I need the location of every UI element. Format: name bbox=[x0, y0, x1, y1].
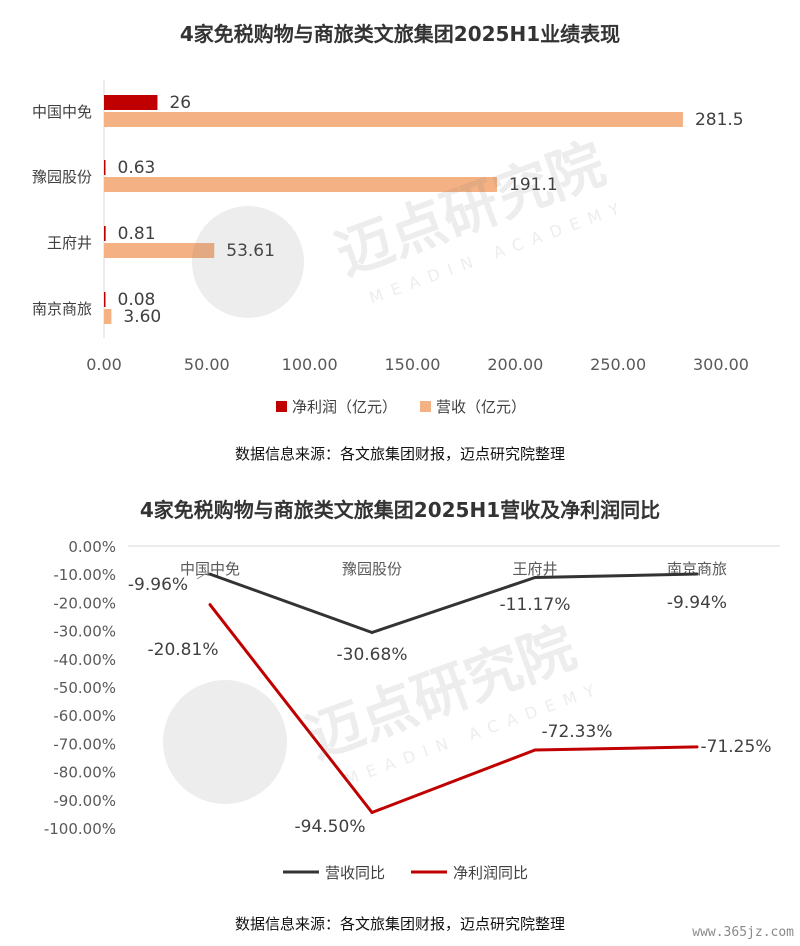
chart1-x-tick-label: 100.00 bbox=[282, 355, 338, 374]
chart2-point-profit-yoy bbox=[695, 745, 699, 749]
chart1-title: 4家免税购物与商旅类文旅集团2025H1业绩表现 bbox=[179, 22, 621, 46]
chart1-bar-profit bbox=[104, 292, 106, 307]
chart2-data-label-profit-yoy: -72.33% bbox=[542, 722, 613, 742]
chart2-point-revenue-yoy bbox=[208, 572, 212, 576]
chart2-line-revenue-yoy bbox=[209, 572, 698, 634]
chart1-x-tick-label: 300.00 bbox=[693, 355, 749, 374]
chart1-x-tick-label: 0.00 bbox=[86, 355, 122, 374]
chart2-y-tick-label: -60.00% bbox=[53, 707, 116, 725]
chart2-y-tick-label: -100.00% bbox=[44, 820, 116, 838]
chart2-y-tick-label: -30.00% bbox=[53, 623, 116, 641]
chart2-source: 数据信息来源：各文旅集团财报，迈点研究院整理 bbox=[234, 915, 565, 933]
chart2-data-label-revenue-yoy: -9.94% bbox=[667, 593, 727, 613]
chart1-data-label-profit: 0.81 bbox=[118, 224, 156, 244]
chart2-y-tick-label: -40.00% bbox=[53, 651, 116, 669]
chart2-category-label: 王府井 bbox=[512, 560, 557, 578]
chart1-bar-profit bbox=[104, 226, 106, 241]
chart2-point-revenue-yoy bbox=[533, 575, 537, 579]
chart2-label-leader-line bbox=[196, 573, 210, 580]
chart1-bar-revenue bbox=[104, 309, 112, 324]
chart1-data-label-revenue: 53.61 bbox=[226, 241, 275, 261]
chart1-bar-revenue bbox=[104, 243, 215, 258]
chart1-bar-revenue bbox=[104, 112, 683, 127]
chart2-legend-label: 净利润同比 bbox=[453, 864, 528, 882]
chart2-y-tick-label: -90.00% bbox=[53, 792, 116, 810]
chart2-y-tick-label: -50.00% bbox=[53, 679, 116, 697]
chart1-category-label: 南京商旅 bbox=[32, 300, 92, 318]
chart2-title: 4家免税购物与商旅类文旅集团2025H1营收及净利润同比 bbox=[139, 498, 661, 522]
chart2-y-tick-label: -80.00% bbox=[53, 764, 116, 782]
chart2-line-profit-yoy bbox=[208, 603, 698, 814]
chart1-legend-label: 净利润（亿元） bbox=[292, 398, 397, 416]
chart2-point-profit-yoy bbox=[208, 603, 212, 607]
chart1-legend-swatch bbox=[420, 401, 431, 412]
chart1-legend-label: 营收（亿元） bbox=[436, 398, 526, 416]
chart1-x-tick-label: 200.00 bbox=[487, 355, 543, 374]
chart2-category-label: 中国中免 bbox=[180, 560, 240, 578]
chart2-data-label-profit-yoy: -94.50% bbox=[295, 817, 366, 837]
chart1-category-label: 中国中免 bbox=[32, 103, 92, 121]
chart1-data-label-profit: 0.08 bbox=[118, 290, 156, 310]
chart1-x-tick-label: 150.00 bbox=[385, 355, 441, 374]
chart1-source: 数据信息来源：各文旅集团财报，迈点研究院整理 bbox=[234, 445, 565, 463]
chart2-point-profit-yoy bbox=[370, 810, 374, 814]
chart1-x-tick-label: 50.00 bbox=[184, 355, 230, 374]
chart1-data-label-revenue: 191.1 bbox=[509, 175, 558, 195]
chart1-data-label-profit: 0.63 bbox=[118, 158, 156, 178]
chart1-data-label-profit: 26 bbox=[169, 93, 191, 113]
chart2-data-label-profit-yoy: -71.25% bbox=[701, 737, 772, 757]
chart2-point-profit-yoy bbox=[533, 748, 537, 752]
chart1-data-label-revenue: 281.5 bbox=[695, 110, 744, 130]
chart1-category-label: 豫园股份 bbox=[32, 168, 92, 186]
chart1-data-label-revenue: 3.60 bbox=[123, 307, 161, 327]
chart2-category-label: 豫园股份 bbox=[342, 560, 402, 578]
chart1-bar-profit bbox=[104, 160, 106, 175]
chart2-data-label-revenue-yoy: -11.17% bbox=[500, 595, 571, 615]
chart2-point-revenue-yoy bbox=[695, 572, 699, 576]
chart2-data-label-profit-yoy: -20.81% bbox=[148, 640, 219, 660]
chart2-data-label-revenue-yoy: -30.68% bbox=[337, 645, 408, 665]
chart2-y-tick-label: -70.00% bbox=[53, 735, 116, 753]
chart1-x-tick-label: 250.00 bbox=[590, 355, 646, 374]
chart2-plot: 0.00% -10.00% -20.00% -30.00% -40.00% -50.00%… bbox=[44, 538, 780, 882]
chart2-legend-label: 营收同比 bbox=[325, 864, 385, 882]
corner-watermark-text: www.365jz.com bbox=[692, 925, 794, 940]
chart1-bar-revenue bbox=[104, 177, 498, 192]
chart2-y-tick-label: -10.00% bbox=[53, 566, 116, 584]
chart1-category-label: 王府井 bbox=[47, 234, 92, 252]
chart2-y-tick-label: -20.00% bbox=[53, 594, 116, 612]
chart1-bar-profit bbox=[104, 95, 158, 110]
chart2-point-revenue-yoy bbox=[370, 631, 374, 635]
chart2-y-tick-label: 0.00% bbox=[68, 538, 116, 556]
chart2-data-label-revenue-yoy: -9.96% bbox=[128, 575, 188, 595]
chart1-legend-swatch bbox=[276, 401, 287, 412]
